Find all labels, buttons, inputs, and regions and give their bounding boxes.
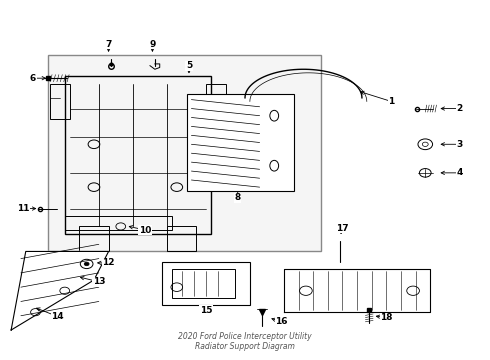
Text: 15: 15 xyxy=(200,306,212,315)
Bar xyxy=(48,55,320,251)
Bar xyxy=(187,94,294,191)
Text: 4: 4 xyxy=(456,168,463,177)
Text: 1: 1 xyxy=(388,97,394,106)
Text: 13: 13 xyxy=(93,277,105,286)
Bar xyxy=(167,226,196,251)
Text: 14: 14 xyxy=(51,312,64,321)
Text: 5: 5 xyxy=(186,61,192,70)
Text: 3: 3 xyxy=(456,140,463,149)
Bar xyxy=(79,226,109,251)
Polygon shape xyxy=(284,269,430,312)
Text: 11: 11 xyxy=(17,204,29,213)
Text: 8: 8 xyxy=(235,193,241,202)
Text: 10: 10 xyxy=(139,225,151,234)
Text: 18: 18 xyxy=(380,313,392,322)
Polygon shape xyxy=(11,251,109,330)
Text: 6: 6 xyxy=(30,74,36,83)
Bar xyxy=(65,216,172,230)
Text: 2: 2 xyxy=(456,104,463,113)
Text: 16: 16 xyxy=(275,317,288,326)
Text: 17: 17 xyxy=(336,224,349,233)
Bar xyxy=(206,84,225,119)
Bar xyxy=(172,269,235,298)
Bar xyxy=(65,76,211,234)
Text: 12: 12 xyxy=(102,258,115,267)
Text: 2020 Ford Police Interceptor Utility
Radiator Support Diagram: 2020 Ford Police Interceptor Utility Rad… xyxy=(178,332,312,351)
Bar xyxy=(162,262,250,305)
Circle shape xyxy=(84,262,89,266)
Text: 7: 7 xyxy=(105,40,112,49)
Bar xyxy=(50,84,70,119)
Text: 9: 9 xyxy=(149,40,156,49)
